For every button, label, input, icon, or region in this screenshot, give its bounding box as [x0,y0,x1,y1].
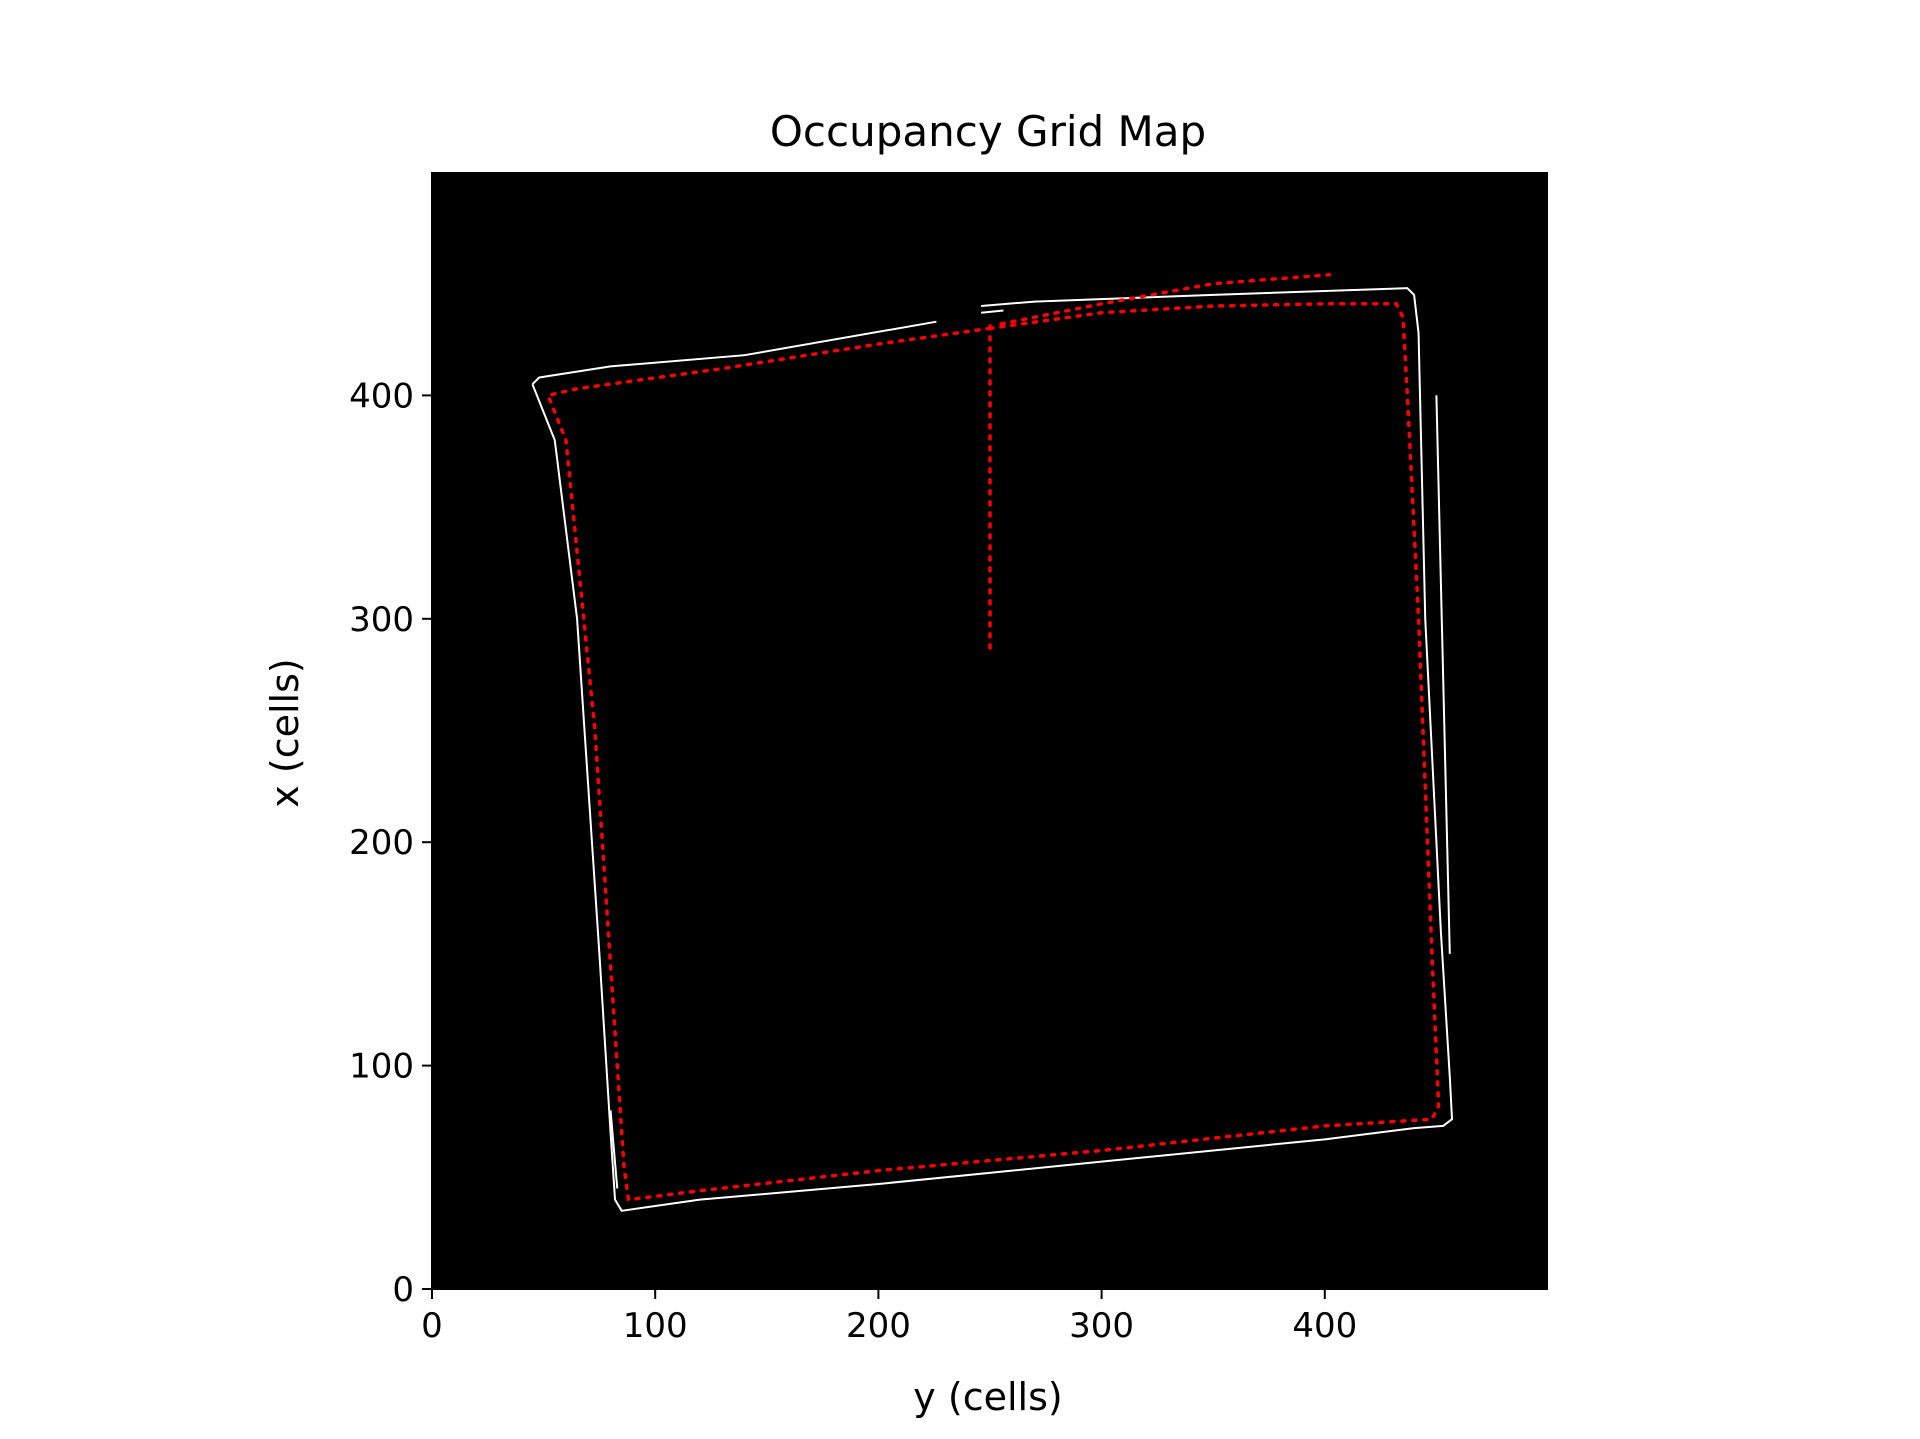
x-tick-label: 100 [623,1306,688,1346]
occupied-walls-layer [531,287,1454,1212]
chart-title: Occupancy Grid Map [770,107,1206,156]
x-tick-label: 300 [1069,1306,1134,1346]
x-tick-label: 0 [421,1306,443,1346]
occupied-wall-2 [531,287,1454,1212]
x-tick-label: 400 [1292,1306,1357,1346]
occupied-wall-4 [1435,395,1451,954]
robot-path-3 [999,273,1332,326]
occupied-wall-1 [531,320,937,385]
x-tick-label: 200 [846,1306,911,1346]
y-tick-label: 100 [349,1047,414,1087]
y-tick-label: 300 [349,600,414,640]
occupied-wall-5 [609,1110,619,1189]
robot-path-layer [545,273,1441,1202]
robot-path-2 [545,302,1441,1202]
y-tick-label: 0 [392,1270,414,1310]
y-axis-title: x (cells) [263,658,307,807]
y-tick-label: 200 [349,823,414,863]
y-axis: 0 100 200 300 400 [349,172,433,1310]
y-tick-label: 400 [349,376,414,416]
occupied-wall-3 [980,309,1004,314]
x-axis-title: y (cells) [913,1375,1062,1419]
x-axis: 0 100 200 300 400 [421,1288,1548,1346]
